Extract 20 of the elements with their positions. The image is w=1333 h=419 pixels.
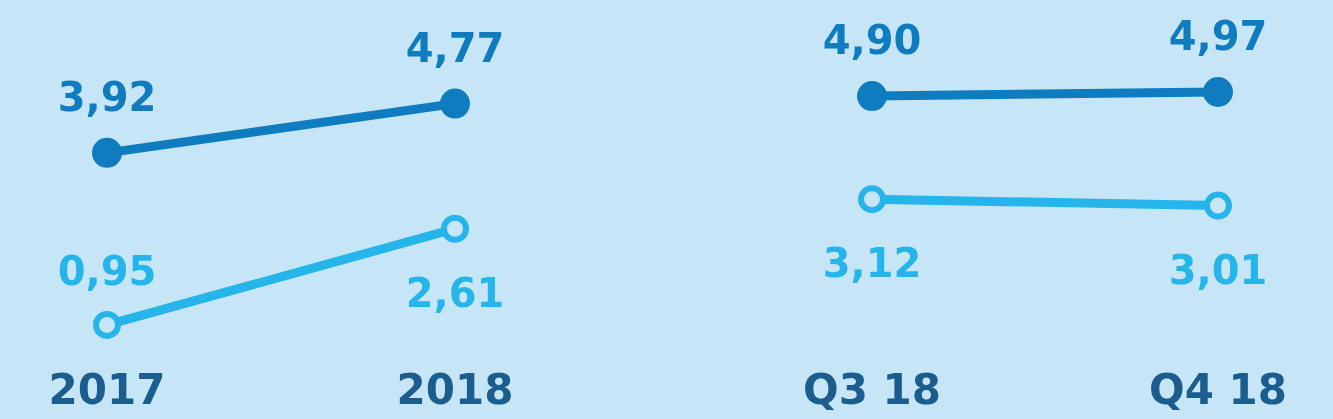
x-tick-label: 2018 <box>396 365 514 414</box>
point <box>1203 77 1233 107</box>
x-tick-label: Q3 18 <box>803 365 941 414</box>
data-label: 4,90 <box>822 17 922 64</box>
point <box>92 137 122 168</box>
data-label: 3,12 <box>822 240 922 287</box>
data-label: 2,61 <box>405 269 505 316</box>
point <box>858 185 886 214</box>
data-label: 3,92 <box>57 73 157 120</box>
x-tick-label: 2017 <box>48 365 166 414</box>
point <box>440 88 470 119</box>
x-tick-label: Q4 18 <box>1149 365 1287 414</box>
data-label: 4,77 <box>405 24 505 71</box>
point <box>857 81 887 112</box>
data-label: 0,95 <box>57 247 157 294</box>
point <box>1204 191 1232 220</box>
point <box>93 310 121 339</box>
point <box>441 214 469 243</box>
data-label: 3,01 <box>1168 246 1268 293</box>
data-label: 4,97 <box>1168 13 1268 59</box>
